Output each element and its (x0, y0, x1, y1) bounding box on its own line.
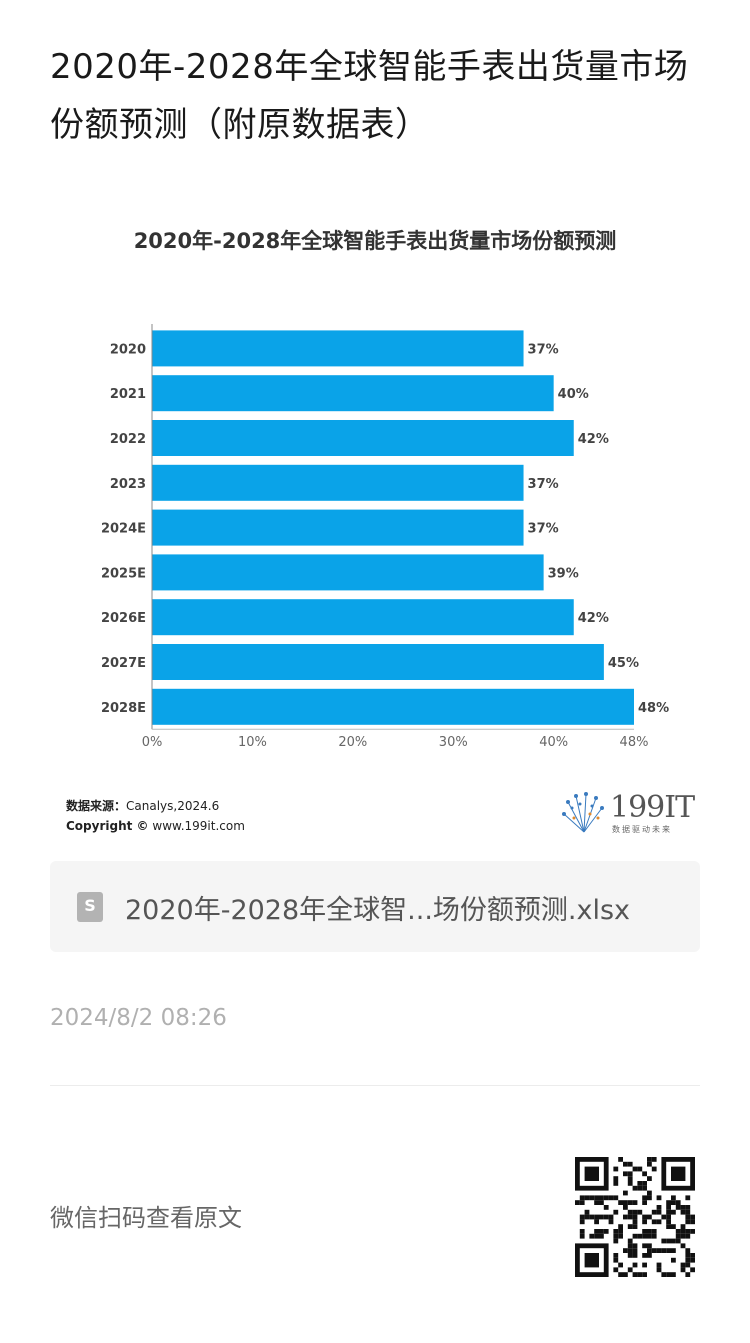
bar-2023 (152, 464, 524, 501)
category-label: 2020 (110, 342, 146, 357)
article-title: 2020年-2028年全球智能手表出货量市场份额预测（附原数据表） (50, 47, 689, 145)
data-source: 数据来源：Canalys,2024.6 Copyright © www.199i… (66, 796, 245, 836)
value-label: 37% (528, 522, 559, 537)
x-tick-label: 30% (439, 735, 468, 750)
divider (50, 1085, 700, 1086)
brand-logo: 199IT 数据驱动未来 (560, 788, 700, 836)
dandelion-logo-icon (562, 792, 604, 833)
category-label: 2022 (110, 432, 146, 447)
x-tick-label: 40% (539, 735, 568, 750)
value-label: 40% (558, 387, 589, 402)
value-label: 45% (608, 656, 639, 671)
category-label: 2021 (110, 387, 146, 402)
category-label: 2028E (101, 701, 146, 716)
copyright-value: www.199it.com (152, 819, 245, 833)
category-label: 2023 (110, 477, 146, 492)
bar-chart: 2020 37% 2021 40% 2022 42% 2023 37% 2024E 37% 2025… (101, 324, 669, 750)
brand-name: 199IT (610, 790, 695, 825)
bar-2021 (152, 375, 554, 412)
x-tick-label: 20% (338, 735, 367, 750)
bar-2022 (152, 420, 574, 456)
scan-prompt: 微信扫码查看原文 (50, 1204, 242, 1232)
bar-2020 (152, 330, 524, 367)
spreadsheet-file-icon: S (77, 892, 103, 922)
chart-title: 2020年-2028年全球智能手表出货量市场份额预测 (133, 229, 617, 253)
copyright-label: Copyright © (66, 819, 149, 833)
bar-2024E (152, 509, 524, 546)
bar-2026E (152, 599, 574, 636)
value-label: 42% (578, 611, 609, 626)
category-label: 2024E (101, 522, 146, 537)
x-tick-label: 0% (142, 735, 163, 750)
value-label: 39% (548, 566, 579, 581)
file-icon-letter: S (84, 896, 96, 915)
bar-2025E (152, 554, 544, 591)
value-label: 37% (528, 342, 559, 357)
x-tick-label: 10% (238, 735, 267, 750)
bar-2028E (152, 688, 634, 725)
source-value: Canalys,2024.6 (126, 799, 220, 813)
brand-slogan: 数据驱动未来 (612, 825, 672, 834)
category-label: 2027E (101, 656, 146, 671)
x-tick-label: 48% (620, 735, 649, 750)
value-label: 48% (638, 701, 669, 716)
category-label: 2025E (101, 566, 146, 581)
attachment-filename[interactable]: 2020年-2028年全球智...场份额预测.xlsx (125, 895, 631, 926)
publish-timestamp: 2024/8/2 08:26 (50, 1005, 227, 1031)
attachment-card[interactable]: S 2020年-2028年全球智...场份额预测.xlsx (50, 861, 700, 952)
category-label: 2026E (101, 611, 146, 626)
value-label: 42% (578, 432, 609, 447)
value-label: 37% (528, 477, 559, 492)
qr-code-icon[interactable] (575, 1157, 695, 1277)
source-label: 数据来源： (66, 799, 127, 813)
bar-2027E (152, 644, 604, 680)
